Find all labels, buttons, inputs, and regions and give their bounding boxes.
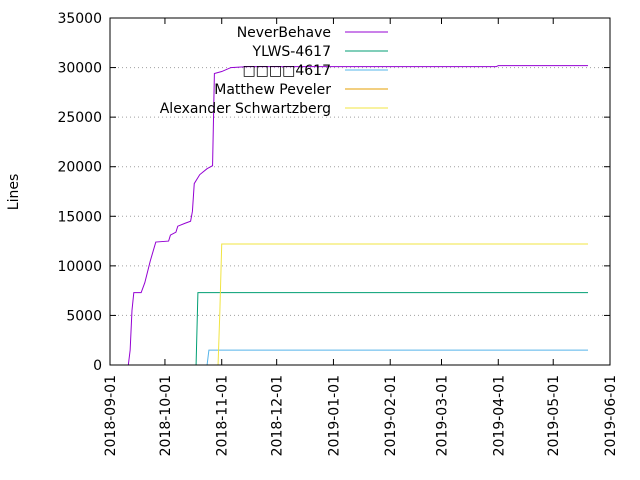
series-line	[110, 349, 589, 366]
y-axis-label: Lines	[6, 174, 22, 210]
y-tick-label: 15000	[57, 209, 102, 225]
y-tick-label: 5000	[66, 308, 102, 324]
x-tick-label: 2018-12-01	[270, 375, 286, 456]
grid-lines	[110, 67, 610, 316]
axis-ticks	[109, 17, 611, 366]
y-tick-label: 35000	[57, 11, 102, 27]
x-tick-label: 2019-04-01	[491, 375, 507, 456]
series-line	[110, 292, 589, 366]
x-tick-label: 2019-06-01	[603, 375, 619, 456]
x-tick-label: 2018-11-01	[215, 375, 231, 456]
series-line	[110, 65, 589, 366]
x-tick-label: 2019-03-01	[435, 375, 451, 456]
legend-label: Matthew Peveler	[214, 82, 331, 98]
y-tick-label: 25000	[57, 110, 102, 126]
x-tick-label: 2019-01-01	[326, 375, 342, 456]
x-tick-label: 2018-09-01	[103, 375, 119, 456]
y-tick-label: 20000	[57, 160, 102, 176]
plot-frame	[109, 17, 611, 366]
legend-label: Alexander Schwartzberg	[160, 101, 331, 117]
series-line	[110, 243, 589, 366]
y-tick-label: 10000	[57, 259, 102, 275]
x-tick-label: 2018-10-01	[158, 375, 174, 456]
legend-label: YLWS-4617	[252, 44, 331, 60]
y-tick-label: 30000	[57, 61, 102, 77]
x-tick-labels: 2018-09-01 2018-10-01 2018-11-01 2018-12-01…	[103, 375, 619, 456]
y-tick-labels: 0 5000 10000 15000 20000 25000 30000 35000	[57, 11, 102, 374]
y-tick-label: 0	[93, 358, 102, 374]
legend-label: NeverBehave	[237, 25, 331, 41]
x-tick-label: 2019-05-01	[546, 375, 562, 456]
legend: NeverBehave YLWS-4617 □□□□4617 Matthew Peve…	[160, 25, 388, 117]
legend-label: □□□□4617	[242, 63, 331, 79]
x-tick-label: 2019-02-01	[383, 375, 399, 456]
